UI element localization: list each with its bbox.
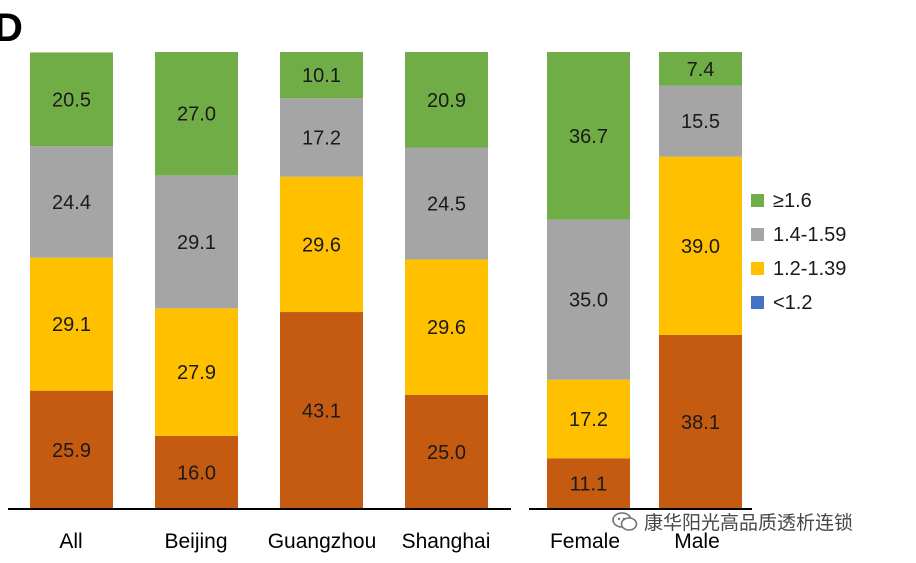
legend-label-1: 1.4-1.59 <box>773 224 846 246</box>
data-label: 10.1 <box>302 65 341 87</box>
watermark-text: 康华阳光高品质透析连锁 <box>644 512 854 534</box>
category-label-male: Male <box>674 530 720 553</box>
data-label: 29.6 <box>302 234 341 256</box>
category-label-beijing: Beijing <box>164 530 227 553</box>
wechat-logo-icon <box>612 511 638 531</box>
bar-segment-all-2 <box>30 146 113 258</box>
data-label: 11.1 <box>570 474 607 496</box>
bar-segment-female-0 <box>547 458 630 509</box>
legend-label-3: <1.2 <box>773 292 812 314</box>
bar-segment-shanghai-1 <box>405 259 488 395</box>
bar-segment-female-1 <box>547 379 630 459</box>
bar-segment-shanghai-3 <box>405 52 488 148</box>
bar-segment-all-1 <box>30 257 113 391</box>
data-label: 27.9 <box>177 362 216 384</box>
data-label: 29.6 <box>427 317 466 339</box>
bar-segment-guangzhou-3 <box>280 52 363 99</box>
data-label: 43.1 <box>302 401 341 423</box>
legend-swatch-1 <box>751 228 764 241</box>
legend-swatch-0 <box>751 194 764 207</box>
data-label: 7.4 <box>687 59 715 81</box>
bar-segment-guangzhou-2 <box>280 98 363 177</box>
data-label: 38.1 <box>681 412 720 434</box>
bar-segment-all-3 <box>30 52 113 147</box>
category-label-all: All <box>59 530 82 553</box>
bar-segment-beijing-1 <box>155 308 238 436</box>
data-label: 29.1 <box>177 232 216 254</box>
data-label: 17.2 <box>302 127 341 149</box>
data-label: 29.1 <box>52 314 91 336</box>
data-label: 25.0 <box>427 442 466 464</box>
data-label: 25.9 <box>52 440 91 462</box>
legend-label-0: ≥1.6 <box>773 190 812 212</box>
legend-label-2: 1.2-1.39 <box>773 258 846 280</box>
data-label: 20.5 <box>52 89 91 111</box>
bar-segment-beijing-2 <box>155 175 238 309</box>
bar-segment-female-2 <box>547 219 630 380</box>
data-label: 39.0 <box>681 236 720 258</box>
data-label: 24.5 <box>427 193 466 215</box>
category-label-guangzhou: Guangzhou <box>268 530 377 553</box>
bar-segment-female-3 <box>547 52 630 220</box>
bar-segment-male-2 <box>659 85 742 157</box>
data-label: 16.0 <box>177 462 216 484</box>
watermark: 康华阳光高品质透析连锁 <box>612 508 853 535</box>
data-label: 24.4 <box>52 192 91 214</box>
category-label-female: Female <box>550 530 620 553</box>
bar-segment-guangzhou-0 <box>280 312 363 509</box>
data-label: 27.0 <box>177 104 216 126</box>
category-label-shanghai: Shanghai <box>402 530 491 553</box>
bar-segment-shanghai-2 <box>405 147 488 260</box>
bar-segment-male-1 <box>659 156 742 335</box>
bar-segment-male-0 <box>659 334 742 509</box>
data-label: 35.0 <box>569 290 608 312</box>
legend-swatch-3 <box>751 296 764 309</box>
bar-segment-beijing-0 <box>155 435 238 509</box>
data-label: 15.5 <box>681 111 720 133</box>
bar-segment-shanghai-0 <box>405 394 488 509</box>
bar-segment-male-3 <box>659 52 742 86</box>
data-label: 20.9 <box>427 90 466 112</box>
data-label: 17.2 <box>569 409 608 431</box>
bar-segment-beijing-3 <box>155 52 238 176</box>
panel-label: D <box>0 6 23 50</box>
bar-segment-all-0 <box>30 390 113 509</box>
data-label: 36.7 <box>569 126 608 148</box>
bar-segment-guangzhou-1 <box>280 176 363 313</box>
legend-swatch-2 <box>751 262 764 275</box>
